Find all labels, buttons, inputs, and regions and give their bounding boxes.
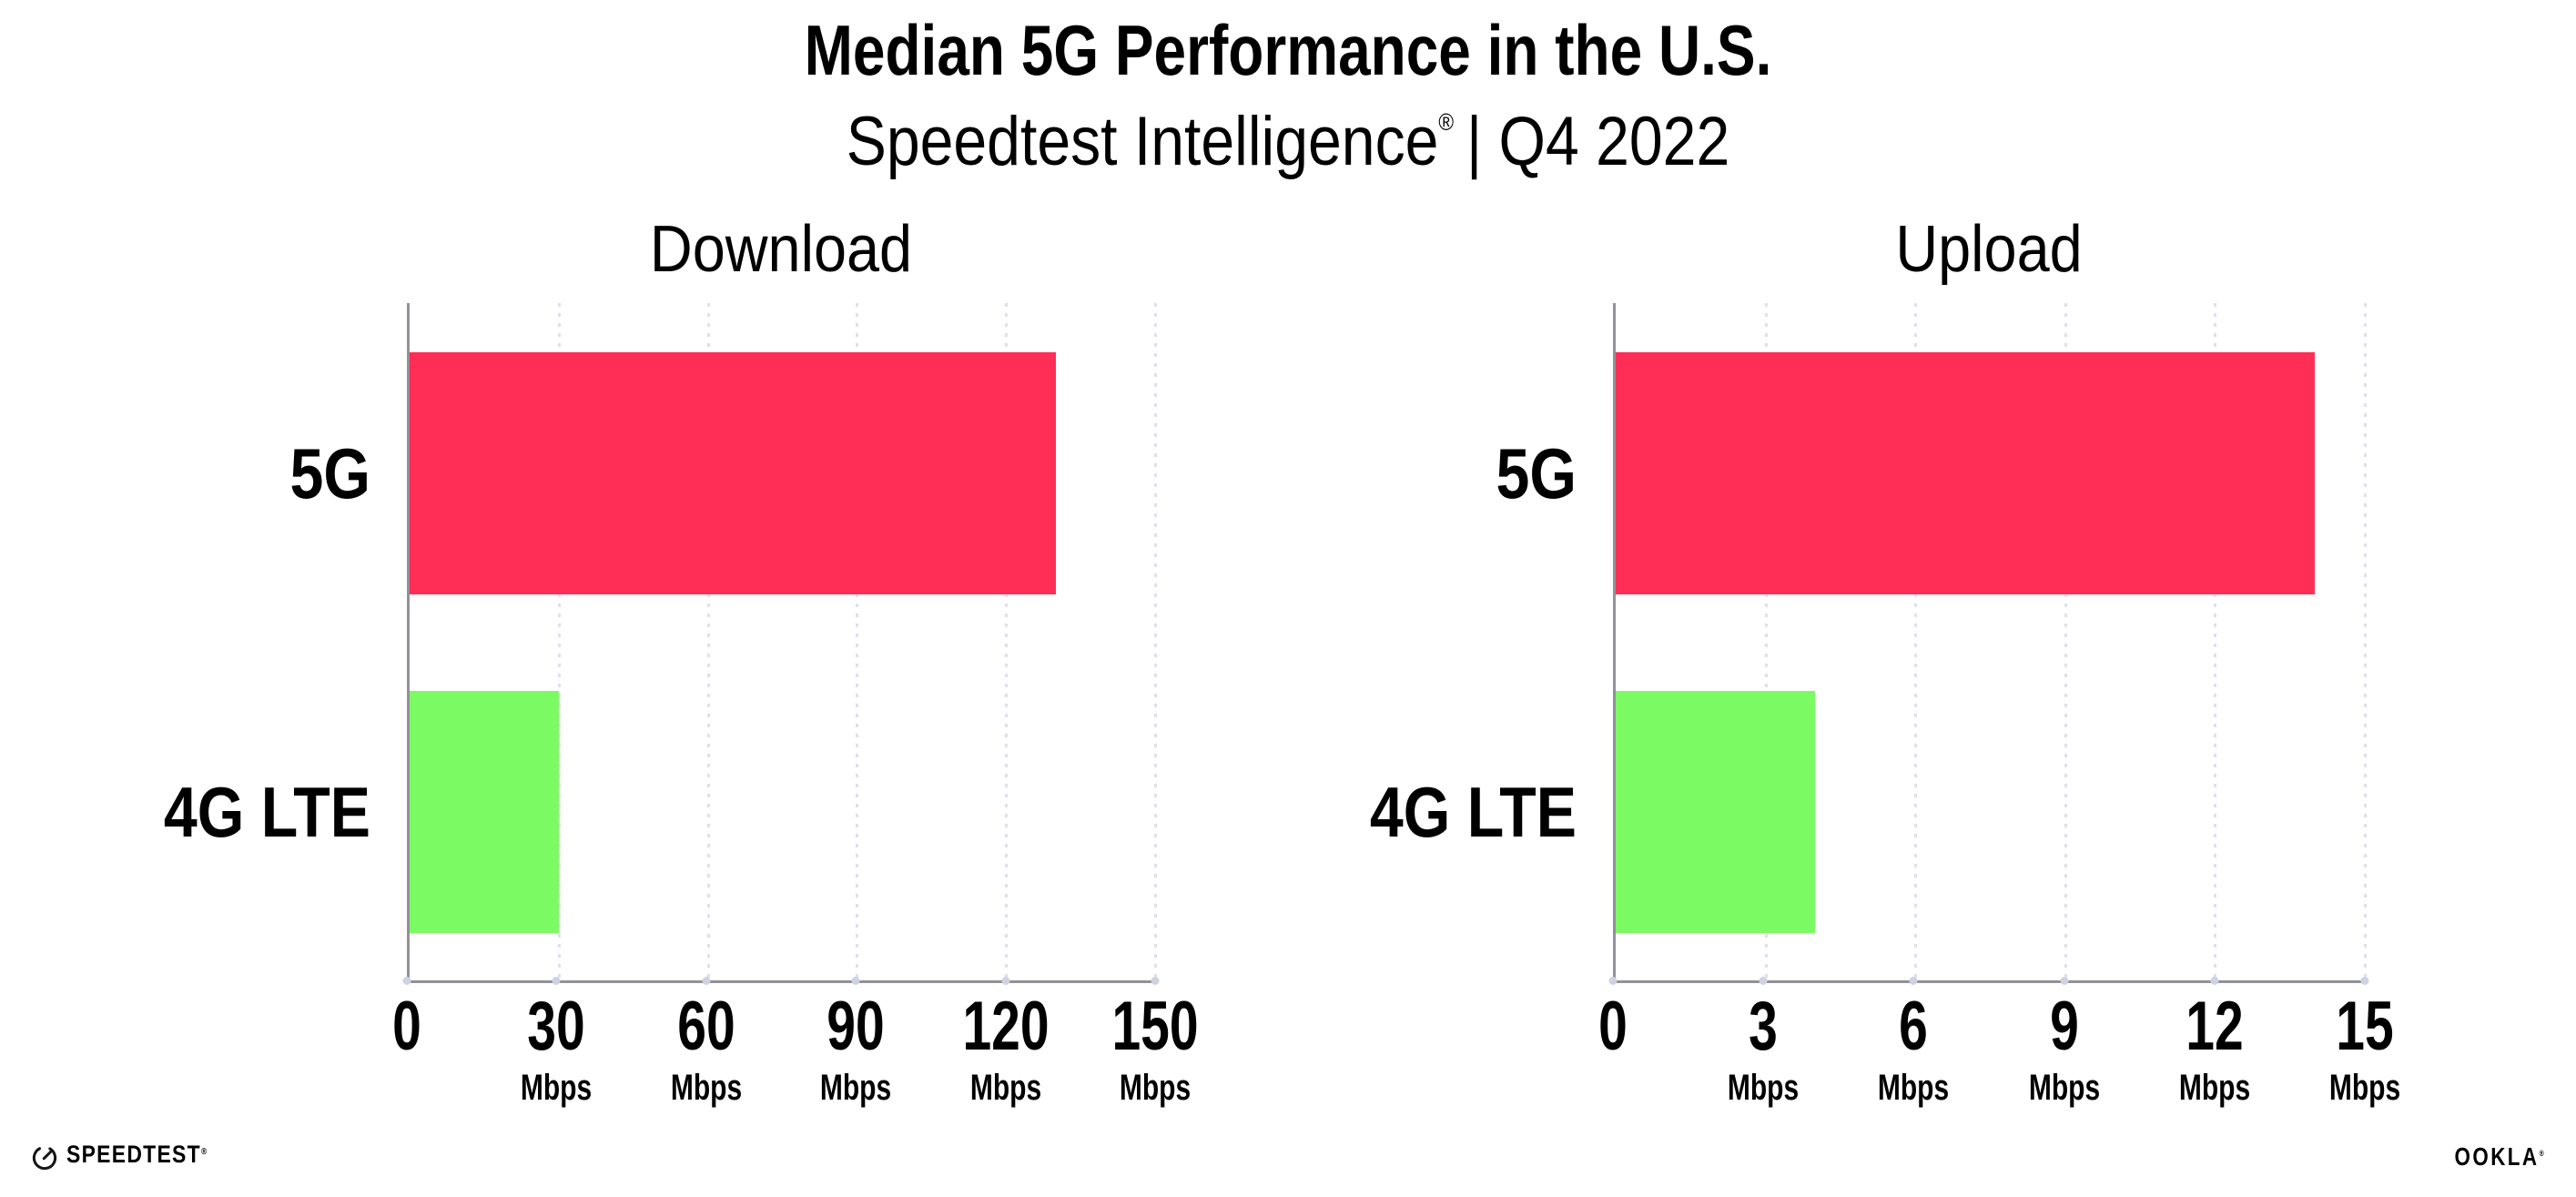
x-tick-90: 90 Mbps <box>808 983 903 1109</box>
x-tick-value: 6 <box>1899 988 1929 1065</box>
x-tick-value: 9 <box>2049 988 2079 1065</box>
axis-tick-dot <box>552 977 561 985</box>
speedtest-gauge-icon <box>32 1145 57 1170</box>
download-chart-title: Download <box>649 213 913 286</box>
bar-4g-lte-download <box>410 691 559 933</box>
x-tick-value: 30 <box>527 988 586 1065</box>
upload-x-axis: 0 3 Mbps 6 Mbps 9 Mbps 12 Mbps 15 Mbps <box>1598 977 2400 1129</box>
x-tick-value: 12 <box>2186 988 2244 1065</box>
x-tick-value: 120 <box>962 988 1050 1065</box>
category-label-4g-lte: 4G LTE <box>1369 772 1577 852</box>
speedtest-logo: SPEEDTEST® <box>31 1141 231 1174</box>
ookla-wordmark: OOKLA <box>2454 1142 2540 1171</box>
registered-trademark-icon: ® <box>200 1147 208 1157</box>
axis-tick-dot <box>1151 977 1160 985</box>
x-tick-unit: Mbps <box>2028 1068 2100 1108</box>
gridline <box>2364 303 2367 980</box>
download-plot-area <box>407 303 1157 983</box>
upload-plot-area <box>1613 303 2367 983</box>
x-tick-unit: Mbps <box>521 1068 593 1108</box>
x-tick-3: 3 Mbps <box>1716 983 1810 1109</box>
axis-tick-dot <box>1909 977 1918 985</box>
axis-tick-dot <box>1608 977 1618 985</box>
axis-tick-dot <box>2210 977 2219 985</box>
registered-trademark-icon: ® <box>1438 108 1455 136</box>
x-tick-value: 150 <box>1111 988 1199 1065</box>
category-label-5g: 5G <box>1496 433 1577 513</box>
upload-chart: Upload 5G 4G LTE 0 3 Mbps 6 Mbps 9 Mbps 12 Mbps 15… <box>1370 213 2400 1108</box>
bar-5g-download <box>410 352 1056 594</box>
x-tick-value: 0 <box>1598 988 1628 1065</box>
x-tick-unit: Mbps <box>2328 1068 2401 1108</box>
x-tick-unit: Mbps <box>969 1068 1041 1108</box>
gridline <box>706 303 710 980</box>
axis-tick-dot <box>1001 977 1010 985</box>
x-tick-value: 3 <box>1749 988 1779 1065</box>
x-tick-0: 0 <box>388 983 426 1063</box>
registered-trademark-icon: ® <box>2539 1149 2544 1158</box>
gridline <box>2064 303 2067 980</box>
gridline <box>1005 303 1009 980</box>
gridline <box>856 303 859 980</box>
x-tick-120: 120 Mbps <box>948 983 1063 1109</box>
page-subtitle: Speedtest Intelligence® | Q4 2022 <box>167 100 2409 198</box>
axis-tick-dot <box>2360 977 2369 985</box>
x-tick-60: 60 Mbps <box>659 983 754 1109</box>
gridline <box>1764 303 1768 980</box>
x-tick-unit: Mbps <box>670 1068 742 1108</box>
x-tick-value: 0 <box>392 988 421 1065</box>
download-x-axis: 0 30 Mbps 60 Mbps 90 Mbps 120 Mbps 150 Mbps <box>392 977 1199 1129</box>
axis-tick-dot <box>1759 977 1768 985</box>
bar-4g-lte-upload <box>1616 691 1816 933</box>
gridline <box>557 303 561 980</box>
download-chart: Download 5G 4G LTE 0 30 Mbps 60 Mbps 90 Mbps 120… <box>164 213 1199 1108</box>
x-tick-12: 12 Mbps <box>2167 983 2262 1109</box>
gridline <box>1154 303 1157 980</box>
x-tick-0: 0 <box>1594 983 1632 1063</box>
category-label-4g-lte: 4G LTE <box>163 772 370 852</box>
axis-tick-dot <box>851 977 860 985</box>
axis-tick-dot <box>2060 977 2069 985</box>
x-tick-6: 6 Mbps <box>1866 983 1961 1109</box>
axis-tick-dot <box>702 977 711 985</box>
gridline <box>2214 303 2217 980</box>
x-tick-unit: Mbps <box>1119 1068 1192 1108</box>
speedtest-wordmark: SPEEDTEST® <box>66 1141 208 1168</box>
x-tick-9: 9 Mbps <box>2016 983 2111 1109</box>
bar-5g-upload <box>1616 352 2316 594</box>
category-label-5g: 5G <box>289 433 370 513</box>
x-tick-unit: Mbps <box>2178 1068 2250 1108</box>
ookla-logo: OOKLA® <box>2455 1143 2544 1176</box>
x-tick-value: 60 <box>677 988 735 1065</box>
x-tick-value: 15 <box>2336 988 2394 1065</box>
subtitle-period: | Q4 2022 <box>1466 103 1730 180</box>
x-tick-unit: Mbps <box>820 1068 892 1108</box>
axis-tick-dot <box>402 977 411 985</box>
subtitle-brand: Speedtest Intelligence <box>846 103 1439 180</box>
x-tick-unit: Mbps <box>1728 1068 1800 1108</box>
x-tick-30: 30 Mbps <box>509 983 603 1109</box>
x-tick-150: 150 Mbps <box>1098 983 1213 1109</box>
x-tick-value: 90 <box>827 988 885 1065</box>
upload-chart-title: Upload <box>1895 213 2083 286</box>
x-tick-15: 15 Mbps <box>2317 983 2412 1109</box>
x-tick-unit: Mbps <box>1878 1068 1950 1108</box>
page-title: Median 5G Performance in the U.S. <box>804 10 1772 90</box>
gridline <box>1914 303 1918 980</box>
